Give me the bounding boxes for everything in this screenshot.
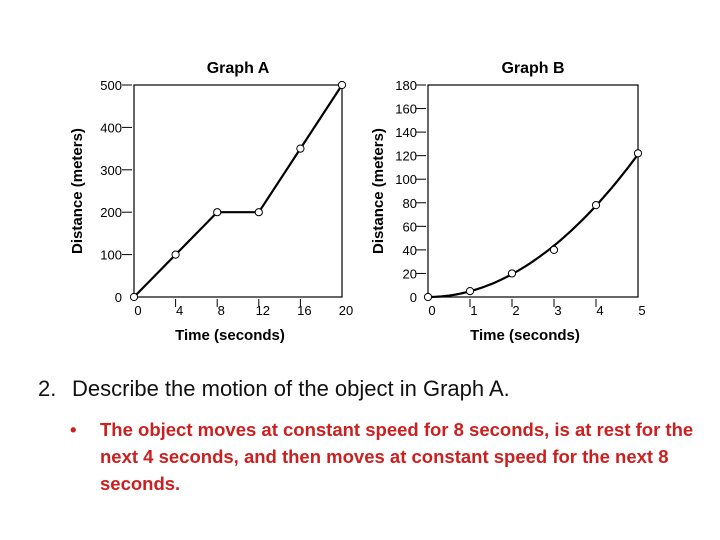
- graph-a-data-point: [254, 208, 263, 217]
- graph-a-series-line: [133, 84, 343, 298]
- graph-a-y-tick-label: 400: [100, 120, 122, 135]
- graph-b-data-point: [507, 269, 517, 278]
- graph-a-y-tick-label: 100: [100, 248, 122, 263]
- graph-a-data-point: [129, 292, 139, 302]
- graph-b-x-tick-label: 3: [554, 303, 561, 318]
- graph-b-data-point: [591, 201, 601, 210]
- graph-b-plot-frame: [427, 84, 639, 298]
- graph-a-y-axis-label: Distance (meters): [69, 128, 86, 254]
- graph-a-x-tick-label: 12: [256, 303, 270, 318]
- question-number: 2.: [38, 376, 57, 401]
- graph-b-data-point: [465, 287, 475, 296]
- graph-b-x-tick-label: 0: [428, 303, 435, 318]
- question: 2. Describe the motion of the object in G…: [38, 376, 510, 402]
- graph-a-y-tick-label: 200: [100, 205, 122, 220]
- graph-b-y-tick-label: 60: [403, 219, 417, 234]
- graph-b-y-tick-label: 180: [395, 78, 417, 93]
- graph-b-series-line: [428, 153, 639, 299]
- graph-b-y-tick-label: 40: [403, 243, 417, 258]
- graph-a-data-point: [213, 208, 222, 217]
- answer-text: The object moves at constant speed for 8…: [100, 419, 694, 494]
- graph-a-plot-frame: [133, 84, 343, 298]
- graph-b-y-tick-label: 20: [403, 266, 417, 281]
- graph-a-x-tick-label: 16: [297, 303, 311, 318]
- graph-a-x-axis-label: Time (seconds): [175, 327, 285, 344]
- graph-a-data-point: [337, 80, 347, 90]
- graph-a-y-tick-label: 300: [100, 163, 122, 178]
- graph-a-title: Graph A: [207, 60, 270, 77]
- graph-b-y-tick-label: 160: [395, 102, 417, 117]
- graph-b-y-axis-label: Distance (meters): [370, 128, 387, 254]
- graph-a-y-tick-label: 0: [115, 290, 122, 305]
- graph-b-x-tick-label: 5: [638, 303, 645, 318]
- graph-b-data-point: [423, 292, 433, 302]
- graph-a-x-tick-label: 4: [176, 303, 183, 318]
- graph-a-data-point: [296, 144, 305, 153]
- graph-b-data-point: [549, 245, 559, 254]
- graph-b-y-tick-label: 80: [403, 196, 417, 211]
- graph-a-x-tick-label: 8: [218, 303, 225, 318]
- graph-b-x-tick-label: 4: [596, 303, 603, 318]
- graph-b-data-point: [633, 149, 643, 158]
- graph-b-x-tick-label: 1: [470, 303, 477, 318]
- graph-b-y-tick-label: 120: [395, 149, 417, 164]
- graph-b-y-tick-label: 100: [395, 172, 417, 187]
- graph-b-title: Graph B: [501, 60, 564, 77]
- graph-b-y-tick-label: 140: [395, 125, 417, 140]
- graph-a-data-point: [171, 250, 180, 259]
- graph-b-x-tick-label: 2: [512, 303, 519, 318]
- answer-bullet: •: [70, 419, 77, 440]
- question-text: Describe the motion of the object in Gra…: [72, 376, 510, 401]
- graph-b-y-tick-label: 0: [410, 290, 417, 305]
- answer: • The object moves at constant speed for…: [70, 416, 710, 497]
- graph-b-x-axis-label: Time (seconds): [470, 327, 580, 344]
- graph-a-x-tick-label: 20: [339, 303, 353, 318]
- graph-a-y-tick-label: 500: [100, 78, 122, 93]
- graph-a-x-tick-label: 0: [134, 303, 141, 318]
